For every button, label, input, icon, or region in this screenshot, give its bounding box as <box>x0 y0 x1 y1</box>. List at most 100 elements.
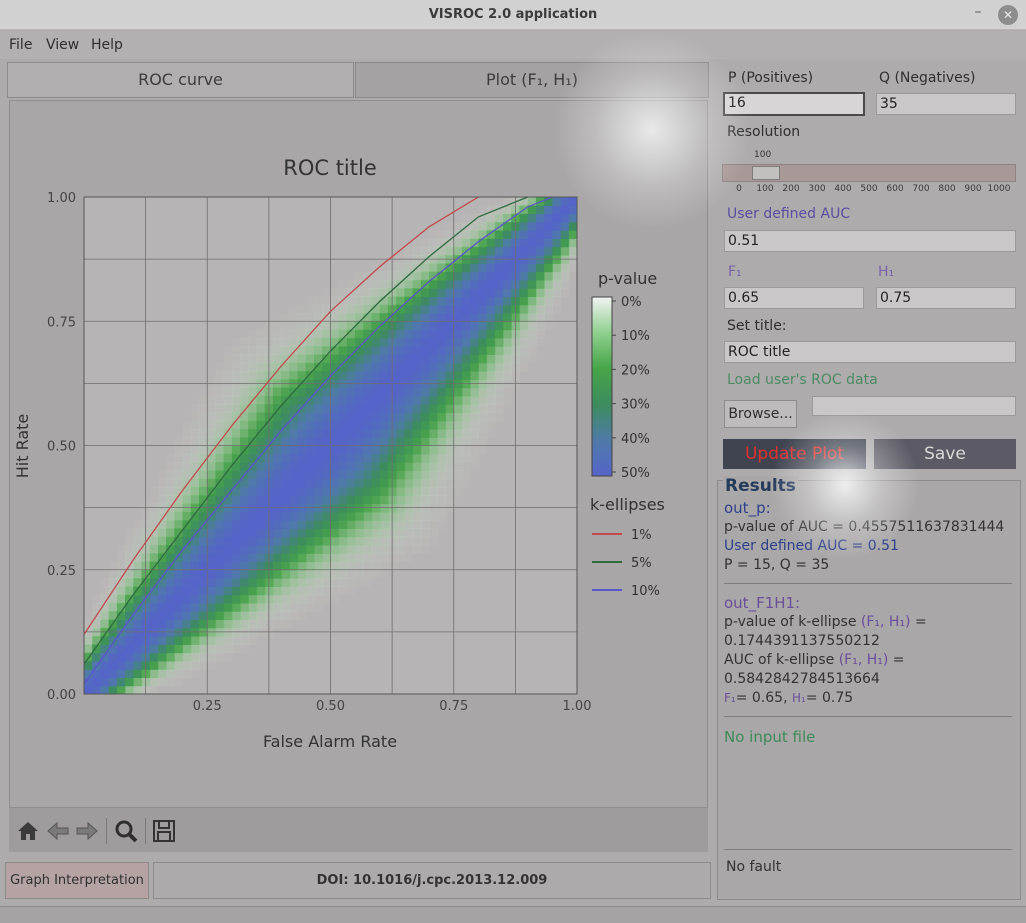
q-input[interactable]: 35 <box>876 93 1016 115</box>
heatmap-cell <box>560 221 570 231</box>
heatmap-cell <box>330 387 340 397</box>
close-button[interactable]: ✕ <box>998 5 1018 25</box>
heatmap-cell <box>486 370 496 380</box>
heatmap-cell <box>429 288 438 297</box>
heatmap-cell <box>157 586 167 596</box>
heatmap-cell <box>568 263 577 273</box>
heatmap-cell <box>478 312 488 322</box>
heatmap-cell <box>174 619 184 629</box>
heatmap-cell <box>199 660 208 670</box>
heatmap-cell <box>322 528 332 538</box>
heatmap-cell <box>125 578 134 587</box>
heatmap-cell <box>231 420 241 430</box>
heatmap-band <box>84 197 577 694</box>
heatmap-cell <box>199 453 208 463</box>
heatmap-cell <box>404 263 414 273</box>
heatmap-cell <box>552 279 562 289</box>
heatmap-cell <box>223 486 233 496</box>
heatmap-cell <box>453 362 463 372</box>
heatmap-cell <box>355 495 364 505</box>
heatmap-cell <box>215 578 225 587</box>
heatmap-cell <box>199 528 208 538</box>
heatmap-cell <box>330 362 340 372</box>
heatmap-cell <box>346 354 356 364</box>
heatmap-cell <box>445 304 455 314</box>
heatmap-cell <box>223 445 233 455</box>
heatmap-cell <box>223 611 233 621</box>
heatmap-cell <box>535 296 545 306</box>
h1-input[interactable]: 0.75 <box>876 287 1016 309</box>
heatmap-cell <box>289 528 299 538</box>
heatmap-cell <box>240 553 249 563</box>
menu-file[interactable]: File <box>9 37 33 53</box>
heatmap-cell <box>281 404 291 413</box>
heatmap-cell <box>314 536 323 546</box>
slider-tick-label: 100 <box>756 184 774 194</box>
f1-input[interactable]: 0.65 <box>724 287 864 309</box>
save-icon[interactable] <box>151 818 177 844</box>
heatmap-cell <box>133 669 143 679</box>
minimize-button[interactable]: – <box>974 4 982 20</box>
heatmap-cell <box>182 486 192 496</box>
heatmap-cell <box>346 586 356 596</box>
browse-button[interactable]: Browse... <box>724 400 797 428</box>
heatmap-cell <box>182 462 192 471</box>
save-button[interactable]: Save <box>874 439 1016 469</box>
heatmap-cell <box>248 602 258 612</box>
heatmap-cell <box>379 279 389 289</box>
home-icon[interactable] <box>15 818 41 844</box>
title-input[interactable]: ROC title <box>724 341 1016 363</box>
heatmap-cell <box>281 619 291 629</box>
results-panel: Results out_p: p-value of AUC = 0.455751… <box>717 476 1021 900</box>
browse-path-field[interactable] <box>812 396 1016 416</box>
zoom-icon[interactable] <box>113 818 139 844</box>
heatmap-cell <box>330 462 340 471</box>
heatmap-cell <box>478 205 488 215</box>
heatmap-cell <box>281 437 291 447</box>
heatmap-cell <box>157 569 167 579</box>
heatmap-cell <box>297 528 307 538</box>
heatmap-cell <box>314 428 323 438</box>
heatmap-cell <box>363 561 373 571</box>
heatmap-cell <box>231 370 241 380</box>
menu-help[interactable]: Help <box>91 37 123 53</box>
p-input[interactable]: 16 <box>723 92 865 116</box>
heatmap-cell <box>190 561 200 571</box>
user-auc-result: User defined AUC = 0.51 <box>724 538 899 554</box>
update-plot-button[interactable]: Update Plot <box>723 439 866 469</box>
heatmap-cell <box>404 304 414 314</box>
heatmap-cell <box>256 478 266 488</box>
heatmap-cell <box>461 453 471 463</box>
heatmap-cell <box>314 362 323 372</box>
back-arrow-icon[interactable] <box>45 818 71 844</box>
slider-handle[interactable] <box>752 166 780 180</box>
resolution-slider[interactable] <box>722 164 1016 182</box>
heatmap-cell <box>437 387 447 397</box>
heatmap-cell <box>461 213 471 223</box>
heatmap-cell <box>396 445 406 455</box>
heatmap-cell <box>379 470 389 480</box>
auc-input[interactable]: 0.51 <box>724 230 1016 252</box>
graph-interpretation-button[interactable]: Graph Interpretation <box>5 862 149 899</box>
heatmap-cell <box>338 288 348 297</box>
heatmap-cell <box>248 528 258 538</box>
heatmap-cell <box>404 528 414 538</box>
heatmap-cell <box>568 238 577 248</box>
tab-roc-curve[interactable]: ROC curve <box>7 62 354 98</box>
heatmap-cell <box>470 354 479 364</box>
heatmap-cell <box>157 602 167 612</box>
heatmap-cell <box>281 412 291 422</box>
heatmap-cell <box>420 428 430 438</box>
tab-plot-f1-h1[interactable]: Plot (F₁, H₁) <box>355 62 709 98</box>
menu-view[interactable]: View <box>46 37 80 53</box>
heatmap-cell <box>314 486 323 496</box>
heatmap-cell <box>503 312 512 322</box>
heatmap-cell <box>527 279 537 289</box>
heatmap-cell <box>420 470 430 480</box>
f1-label: F₁ <box>728 264 742 280</box>
heatmap-cell <box>322 420 332 430</box>
heatmap-cell <box>199 412 208 422</box>
heatmap-cell <box>412 486 422 496</box>
forward-arrow-icon[interactable] <box>74 818 100 844</box>
heatmap-cell <box>289 536 299 546</box>
